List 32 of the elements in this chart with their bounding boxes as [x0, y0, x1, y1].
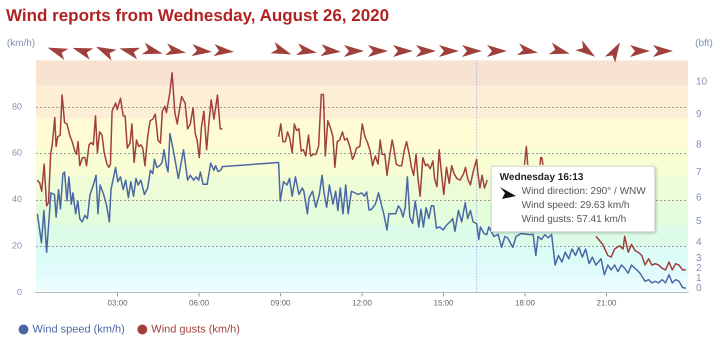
- chart-title: Wind reports from Wednesday, August 26, 2020: [6, 6, 390, 25]
- band-label: 9: [696, 109, 702, 120]
- annotation: Wind gusts: 57.41 km/h: [520, 213, 628, 228]
- x-tick-label: 06:00: [188, 298, 210, 308]
- band-label: 10: [696, 76, 708, 88]
- band-label: 0: [696, 283, 702, 294]
- x-tick-label: 15:00: [433, 298, 454, 308]
- y-tick-label: 20: [12, 240, 22, 250]
- band-label: 3: [696, 253, 702, 264]
- y-tick-label: 60: [12, 148, 22, 158]
- band-label: 5: [696, 216, 702, 227]
- annotation: Wind direction: 290° / WNW: [520, 185, 646, 200]
- legend-label: Wind gusts (km/h): [151, 324, 240, 336]
- band-label: 1: [696, 273, 702, 284]
- x-tick-label: 12:00: [352, 298, 373, 308]
- legend-label: Wind speed (km/h): [32, 324, 125, 336]
- y-axis-title: (km/h): [6, 38, 36, 50]
- y-tick-label: 0: [16, 286, 22, 297]
- y-tick-label: 40: [12, 194, 22, 204]
- x-tick-label: 03:00: [107, 298, 128, 308]
- band-label: 4: [696, 236, 702, 248]
- band-label: 8: [696, 139, 702, 150]
- band-label: 6: [696, 192, 702, 204]
- annotation: Wednesday 16:13: [500, 171, 584, 186]
- annotation: Wind speed: 29.63 km/h: [520, 199, 630, 214]
- y2-axis-title: (bft): [695, 38, 713, 50]
- x-tick-label: 18:00: [514, 298, 536, 308]
- x-tick-label: 21:00: [596, 298, 618, 308]
- band-label: 2: [696, 263, 702, 274]
- band-label: 7: [696, 167, 702, 178]
- y-tick-label: 80: [12, 101, 22, 112]
- x-tick-label: 09:00: [270, 298, 292, 308]
